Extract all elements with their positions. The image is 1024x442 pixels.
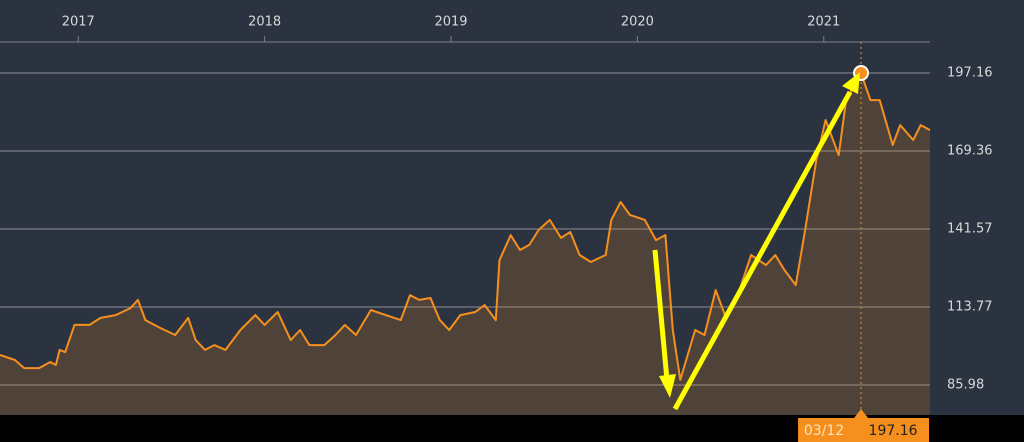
annotation-arrows xyxy=(652,72,860,411)
y-tick-label: 197.16 xyxy=(947,65,993,80)
area xyxy=(0,73,930,415)
line xyxy=(0,72,931,381)
tooltip-box xyxy=(798,418,930,442)
x-tick-label: 2019 xyxy=(434,15,467,30)
y-tick-label: 169.36 xyxy=(947,144,993,159)
x-tick-label: 2018 xyxy=(248,15,281,30)
x-tick-label: 2021 xyxy=(807,15,840,30)
tooltip-pointer xyxy=(854,409,869,418)
arrow-down xyxy=(652,249,670,381)
x-tick-label: 2020 xyxy=(621,15,654,30)
arrow-head xyxy=(842,72,860,94)
x-tick-label: 2017 xyxy=(62,15,95,30)
y-tick-label: 85.98 xyxy=(947,378,984,393)
arrow-up xyxy=(672,90,853,411)
arrow-head xyxy=(659,374,676,398)
plot: 85.98 113.77 141.57 169.36 197.16 2017 2018 201… xyxy=(0,15,993,442)
tooltip-date: 03/12 xyxy=(804,423,844,439)
tooltip-value: 197.16 xyxy=(869,423,918,439)
y-tick-label: 141.57 xyxy=(947,222,993,237)
y-tick-label: 113.77 xyxy=(947,300,993,315)
